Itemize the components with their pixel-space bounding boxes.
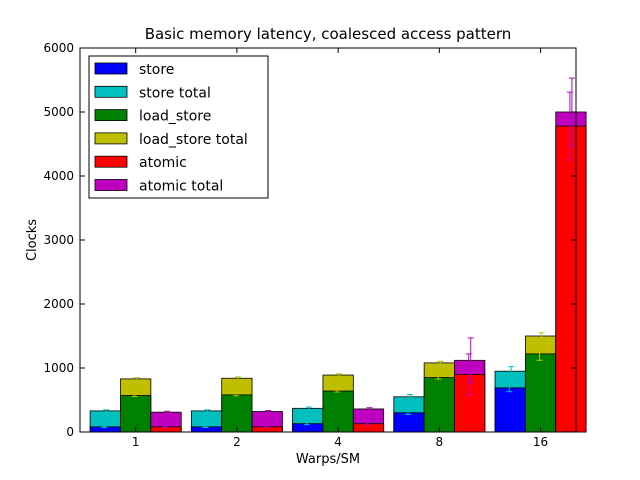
y-tick-label: 6000: [43, 41, 74, 55]
bar-load_store-16: [524, 353, 557, 433]
error-bar-atomic-1: [162, 425, 169, 429]
error-bar-atomic-16: [566, 91, 573, 161]
y-tick-label: 5000: [43, 105, 74, 119]
legend-frame: [88, 55, 269, 199]
bar-atomic-16: [555, 125, 587, 433]
legend-swatch-store: [94, 62, 128, 75]
y-axis: 0 1000 2000 3000 4000 5000 6000: [43, 41, 576, 439]
bars-layer: [89, 111, 587, 433]
legend-label-atomic: atomic: [139, 155, 187, 171]
x-axis-label: Warps/SM: [296, 452, 360, 467]
error-bar-atomic-total-1: [164, 410, 171, 414]
error-bar-atomic-total-2: [265, 410, 272, 413]
error-bar-atomic-8: [465, 353, 472, 396]
error-bars-layer: [101, 77, 575, 429]
y-tick-label: 0: [66, 425, 74, 439]
legend: store store total load_store load_store tot…: [88, 55, 269, 199]
y-tick-label: 1000: [43, 361, 74, 375]
legend-swatch-atomic-total: [94, 179, 128, 191]
bar-load_store-1: [120, 395, 152, 433]
legend-label-store: store: [139, 62, 174, 78]
bar-store-8: [393, 412, 425, 433]
error-bar-load_store-total-16: [538, 332, 545, 340]
bar-load_store-2: [221, 394, 253, 433]
error-bar-load_store-total-1: [133, 377, 140, 381]
legend-label-load-store-total: load_store total: [139, 132, 248, 148]
x-tick-label: 1: [132, 435, 140, 449]
x-tick-label: 2: [233, 435, 241, 449]
error-bar-atomic-4: [364, 422, 371, 426]
error-bar-load_store-total-8: [437, 360, 444, 365]
error-bar-load_store-16: [536, 347, 543, 361]
error-bar-load_store-4: [334, 389, 341, 393]
y-tick-label: 2000: [43, 297, 74, 311]
bar-store-16: [494, 387, 526, 433]
bar-atomic-8: [454, 373, 486, 433]
error-bar-load_store-total-2: [234, 376, 241, 381]
error-bar-store-1: [101, 425, 108, 429]
legend-swatch-load-store-total: [94, 132, 128, 145]
error-bar-atomic-2: [263, 425, 270, 429]
error-bar-load_store-8: [435, 375, 442, 380]
error-bar-store-total-16: [508, 366, 515, 377]
x-tick-label: 8: [436, 435, 444, 449]
error-bar-store-8: [404, 410, 411, 415]
error-bar-store-4: [303, 422, 310, 426]
error-bar-store-total-1: [103, 409, 110, 413]
legend-label-atomic-total: atomic total: [139, 179, 223, 195]
error-bar-store-total-4: [305, 406, 312, 411]
bar-load_store-4: [322, 390, 354, 433]
error-bar-store-total-2: [204, 409, 211, 413]
error-bar-store-total-8: [406, 394, 413, 400]
error-bar-load_store-total-4: [336, 373, 343, 377]
error-bar-load_store-2: [232, 393, 239, 397]
legend-swatch-store-total: [94, 85, 128, 98]
legend-label-load-store: load_store: [139, 109, 211, 125]
y-tick-label: 3000: [43, 233, 74, 247]
error-bar-atomic-total-4: [366, 407, 373, 411]
error-bar-store-16: [506, 383, 513, 393]
bar-load_store-8: [423, 377, 455, 433]
x-axis: 1 2 4 8 16: [132, 48, 548, 449]
chart-title: Basic memory latency, coalesced access p…: [145, 25, 512, 43]
legend-swatch-atomic: [94, 155, 128, 168]
legend-swatch-load-store: [94, 109, 128, 121]
x-tick-label: 16: [533, 435, 548, 449]
y-tick-label: 4000: [43, 169, 74, 183]
x-tick-label: 4: [334, 435, 342, 449]
error-bar-load_store-1: [131, 394, 138, 397]
error-bar-store-2: [202, 425, 209, 429]
y-axis-label: Clocks: [25, 219, 40, 261]
legend-label-store-total: store total: [139, 85, 211, 101]
